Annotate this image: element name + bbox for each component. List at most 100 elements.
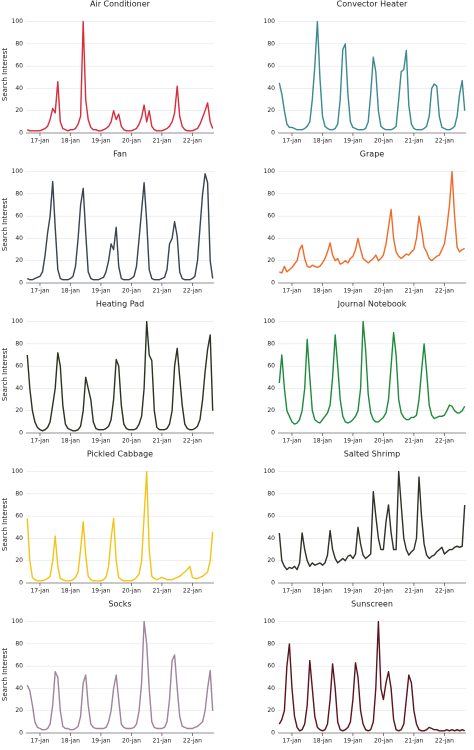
- y-tick-label: 100: [12, 18, 24, 25]
- line: [278, 320, 466, 425]
- chart-title: Convector Heater: [337, 0, 408, 9]
- x-tick-label: 18-jan: [313, 588, 332, 595]
- y-tick-label: 60: [15, 63, 23, 70]
- line: [27, 20, 214, 132]
- x-tick-label: 20-jan: [122, 438, 141, 445]
- x-tick-label: 20-jan: [122, 138, 141, 145]
- x-tick-label: 18-jan: [313, 738, 332, 745]
- line: [279, 170, 465, 274]
- x-tick-label: 18-jan: [313, 138, 332, 145]
- y-tick-label: 100: [12, 318, 24, 325]
- x-tick-label: 19-jan: [343, 438, 362, 445]
- y-axis-label: Search Interest: [1, 348, 9, 402]
- x-tick-label: 18-jan: [313, 288, 332, 295]
- x-tick-label: 17-jan: [282, 288, 301, 295]
- y-tick-label: 60: [15, 513, 23, 520]
- x-tick-label: 19-jan: [91, 138, 110, 145]
- y-tick-label: 20: [15, 707, 23, 714]
- x-tick-label: 21-jan: [404, 588, 423, 595]
- y-tick-label: 20: [267, 557, 275, 564]
- x-tick-label: 17-jan: [30, 588, 49, 595]
- chart-title: Fan: [113, 150, 127, 159]
- line: [278, 20, 466, 131]
- x-tick-label: 19-jan: [91, 738, 110, 745]
- x-tick-label: 18-jan: [61, 738, 80, 745]
- y-tick-label: 0: [271, 580, 275, 587]
- x-tick-label: 20-jan: [374, 738, 393, 745]
- x-tick-label: 18-jan: [61, 438, 80, 445]
- x-tick-label: 20-jan: [374, 438, 393, 445]
- x-tick-label: 21-jan: [404, 288, 423, 295]
- y-tick-label: 60: [267, 513, 275, 520]
- x-tick-label: 20-jan: [374, 588, 393, 595]
- line: [26, 470, 214, 582]
- y-tick-label: 0: [19, 730, 23, 737]
- y-tick-label: 80: [267, 340, 275, 347]
- y-tick-label: 20: [15, 557, 23, 564]
- y-axis-label: Search Interest: [1, 48, 9, 102]
- chart-title: Heating Pad: [96, 300, 144, 309]
- x-tick-label: 22-jan: [183, 138, 202, 145]
- x-tick-label: 18-jan: [61, 588, 80, 595]
- y-tick-label: 100: [12, 468, 24, 475]
- y-tick-label: 100: [264, 168, 276, 175]
- chart-title: Pickled Cabbage: [87, 450, 153, 459]
- x-tick-label: 19-jan: [343, 738, 362, 745]
- y-tick-label: 20: [15, 257, 23, 264]
- line: [26, 620, 214, 731]
- x-tick-label: 17-jan: [30, 438, 49, 445]
- x-tick-label: 18-jan: [61, 138, 80, 145]
- x-tick-label: 22-jan: [435, 138, 454, 145]
- y-tick-label: 60: [15, 363, 23, 370]
- y-tick-label: 20: [15, 407, 23, 414]
- y-tick-label: 40: [15, 535, 23, 542]
- y-tick-label: 100: [264, 18, 276, 25]
- y-tick-label: 60: [15, 213, 23, 220]
- chart-title: Air Conditioner: [90, 0, 151, 9]
- y-tick-label: 60: [15, 663, 23, 670]
- x-tick-label: 19-jan: [343, 588, 362, 595]
- line: [278, 470, 466, 571]
- y-tick-label: 80: [267, 190, 275, 197]
- x-tick-label: 21-jan: [404, 738, 423, 745]
- y-axis-label: Search Interest: [1, 198, 9, 252]
- line: [26, 320, 214, 432]
- y-tick-label: 40: [15, 685, 23, 692]
- x-tick-label: 20-jan: [122, 738, 141, 745]
- x-tick-label: 21-jan: [152, 588, 171, 595]
- y-tick-label: 40: [267, 85, 275, 92]
- x-tick-label: 20-jan: [374, 288, 393, 295]
- y-tick-label: 40: [15, 235, 23, 242]
- x-tick-label: 21-jan: [152, 288, 171, 295]
- chart-title: Sunscreen: [351, 600, 393, 609]
- chart-title: Grape: [360, 150, 384, 159]
- y-tick-label: 40: [15, 85, 23, 92]
- x-tick-label: 20-jan: [374, 138, 393, 145]
- y-tick-label: 80: [267, 640, 275, 647]
- y-axis-label: Search Interest: [1, 498, 9, 552]
- chart-title: Socks: [108, 600, 131, 609]
- x-tick-label: 17-jan: [30, 738, 49, 745]
- y-tick-label: 20: [15, 107, 23, 114]
- y-tick-label: 60: [267, 363, 275, 370]
- x-tick-label: 21-jan: [152, 138, 171, 145]
- y-axis-label: Search Interest: [1, 648, 9, 702]
- x-tick-label: 17-jan: [282, 738, 301, 745]
- y-tick-label: 80: [15, 40, 23, 47]
- y-tick-label: 0: [271, 730, 275, 737]
- x-tick-label: 17-jan: [30, 288, 49, 295]
- x-tick-label: 19-jan: [343, 138, 362, 145]
- y-tick-label: 80: [15, 340, 23, 347]
- x-tick-label: 22-jan: [435, 588, 454, 595]
- x-tick-label: 22-jan: [183, 588, 202, 595]
- y-tick-label: 20: [267, 257, 275, 264]
- y-tick-label: 0: [19, 580, 23, 587]
- y-tick-label: 0: [19, 130, 23, 137]
- x-tick-label: 18-jan: [313, 438, 332, 445]
- chart-title: Journal Notebook: [337, 300, 407, 309]
- x-tick-label: 17-jan: [282, 588, 301, 595]
- line: [26, 173, 214, 281]
- x-tick-label: 19-jan: [343, 288, 362, 295]
- y-tick-label: 0: [19, 430, 23, 437]
